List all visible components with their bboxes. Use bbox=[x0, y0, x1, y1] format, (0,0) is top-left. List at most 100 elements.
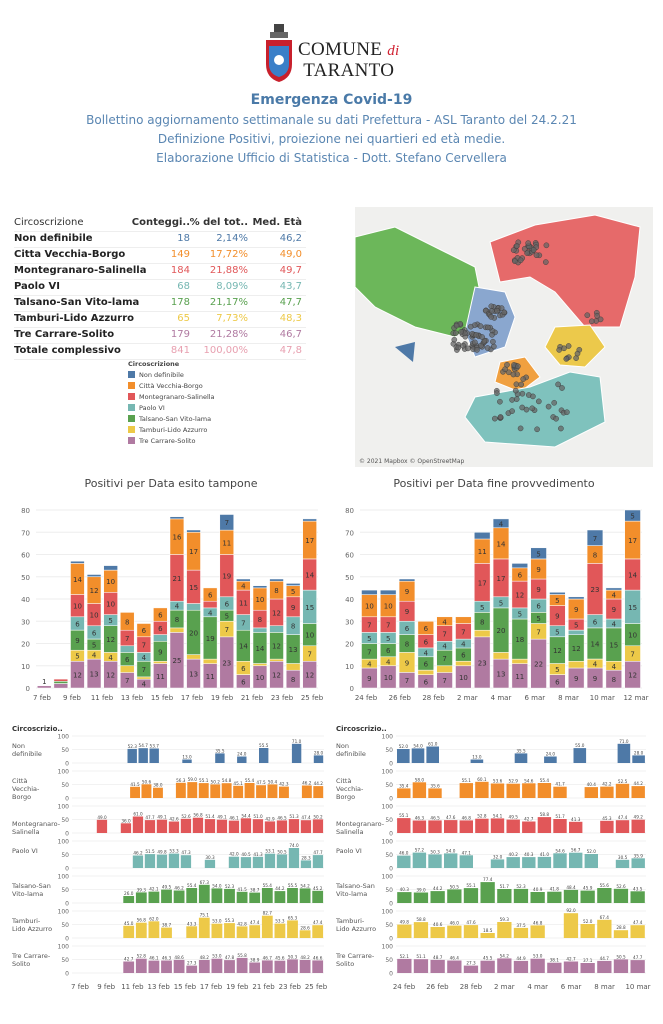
stack-segment bbox=[186, 654, 201, 660]
age-value-label: 55.1 bbox=[466, 883, 476, 888]
age-bar bbox=[475, 781, 489, 798]
map-point bbox=[505, 369, 512, 376]
age-bar bbox=[513, 888, 529, 903]
segment-label: 6 bbox=[424, 661, 429, 669]
segment-label: 9 bbox=[612, 606, 616, 614]
age-value-label: 39.0 bbox=[416, 888, 426, 893]
stack-segment bbox=[455, 616, 472, 624]
age-bar bbox=[513, 960, 529, 973]
map-point bbox=[561, 345, 567, 352]
x-tick-label: 13 feb bbox=[121, 694, 144, 702]
age-bar bbox=[256, 785, 266, 798]
map-point bbox=[489, 308, 495, 314]
subtitle-line-1: Bollettino aggiornamento settimanale su … bbox=[86, 113, 577, 127]
age-value-label: 30.3 bbox=[205, 855, 215, 860]
row-label: Talsano-San Vito-lama bbox=[11, 882, 51, 898]
stack-segment bbox=[202, 600, 218, 609]
age-bar bbox=[221, 783, 232, 798]
segment-label: 4 bbox=[612, 621, 617, 629]
segment-label: 10 bbox=[384, 674, 393, 682]
age-bar bbox=[312, 890, 324, 903]
segment-label: 5 bbox=[536, 550, 540, 558]
age-bar bbox=[463, 965, 479, 973]
stack-segment bbox=[492, 518, 510, 529]
age-value-label: 35.5 bbox=[516, 748, 526, 753]
segment-label: 9 bbox=[536, 566, 540, 574]
age-value-label: 58.8 bbox=[540, 812, 550, 817]
row-age: 46,2 bbox=[279, 233, 302, 244]
age-value-label: 53.7 bbox=[150, 744, 160, 749]
header-pct: % del tot.. bbox=[189, 217, 248, 228]
age-value-label: 32.0 bbox=[493, 854, 503, 859]
age-value-label: 54.4 bbox=[241, 813, 251, 818]
y-tick-label: 80 bbox=[21, 507, 30, 515]
age-bar bbox=[497, 922, 512, 938]
segment-label: 5 bbox=[480, 604, 484, 612]
age-value-label: 41.5 bbox=[130, 782, 140, 787]
age-value-label: 42.1 bbox=[149, 887, 159, 892]
segment-label: 17 bbox=[305, 537, 314, 545]
segment-label: 4 bbox=[593, 661, 598, 669]
segment-label: 7 bbox=[442, 677, 446, 685]
age-value-label: 52.1 bbox=[400, 954, 410, 959]
x-tick-label: 10 mar bbox=[590, 694, 615, 702]
age-bar bbox=[264, 821, 276, 833]
age-value-label: 40.6 bbox=[433, 922, 443, 927]
row-label: Non definibile bbox=[12, 742, 42, 758]
age-value-label: 38.1 bbox=[550, 958, 560, 963]
x-tick-label: 7 feb bbox=[33, 694, 51, 702]
map-point bbox=[488, 314, 494, 320]
stack-segment bbox=[186, 603, 201, 611]
age-bar bbox=[215, 753, 225, 763]
row-label: Talsano-San Vito-lama bbox=[335, 882, 375, 898]
segment-label: 8 bbox=[612, 676, 616, 684]
stacked-chart-fine: 0 10 20 30 40 50 60 70 80 9 4 7 5 7 10 10 4 6 5 7 10 7 9 8 6 9 9 6 6… bbox=[345, 507, 649, 702]
row-count: 18 bbox=[177, 233, 190, 244]
age-value-label: 51.1 bbox=[416, 954, 426, 959]
map-point bbox=[473, 332, 479, 338]
segment-label: 15 bbox=[609, 642, 618, 650]
age-value-label: 41.8 bbox=[550, 887, 560, 892]
age-value-label: 52.0 bbox=[583, 919, 593, 924]
age-bar bbox=[211, 888, 223, 903]
segment-label: 7 bbox=[405, 677, 409, 685]
age-bar bbox=[198, 783, 209, 798]
map[interactable]: © 2021 Mapbox © OpenStreetMap bbox=[354, 207, 653, 467]
age-value-label: 58.8 bbox=[416, 917, 426, 922]
age-bar bbox=[224, 888, 235, 903]
age-value-label: 45.0 bbox=[124, 921, 134, 926]
y-tick-label: 0 bbox=[65, 936, 69, 943]
small-multiples-fine: Circoscrizio.. Non definibile 0 50 100 52.0 54.… bbox=[335, 725, 651, 991]
map-point bbox=[479, 334, 485, 340]
age-bar bbox=[411, 748, 425, 763]
age-value-label: 41.3 bbox=[571, 817, 581, 822]
age-value-label: 71.0 bbox=[292, 739, 302, 744]
y-tick-label: 0 bbox=[389, 796, 393, 803]
map-point bbox=[521, 246, 528, 252]
stack-segment bbox=[417, 621, 434, 635]
map-point bbox=[488, 303, 495, 310]
map-point bbox=[519, 390, 526, 397]
segment-label: 4 bbox=[142, 654, 147, 662]
map-point bbox=[494, 307, 500, 314]
legend-item: Paolo VI bbox=[128, 403, 215, 414]
age-bar bbox=[397, 924, 412, 938]
y-tick-label: 100 bbox=[382, 874, 394, 881]
row-count: 149 bbox=[170, 249, 190, 260]
stack-segment bbox=[549, 592, 566, 595]
age-bar bbox=[149, 748, 159, 763]
map-point bbox=[556, 347, 562, 353]
segment-label: 9 bbox=[291, 604, 295, 612]
map-point bbox=[535, 398, 542, 405]
age-bar bbox=[264, 853, 276, 868]
age-bar bbox=[148, 891, 160, 903]
segment-label: 17 bbox=[189, 548, 198, 556]
age-bar bbox=[236, 891, 248, 903]
header-age: Med. Età bbox=[252, 217, 302, 228]
stack-segment bbox=[474, 629, 491, 638]
y-tick-label: 100 bbox=[58, 769, 70, 776]
age-bar bbox=[261, 888, 273, 903]
y-tick-label: 100 bbox=[382, 909, 394, 916]
age-bar bbox=[537, 783, 552, 798]
segment-label: 7 bbox=[225, 626, 229, 634]
